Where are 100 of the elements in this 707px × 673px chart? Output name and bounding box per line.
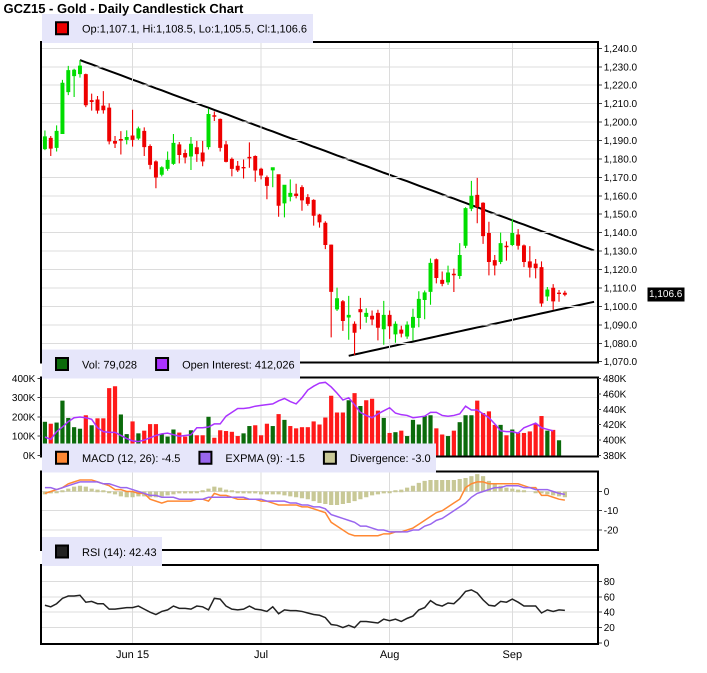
candlestick [469,180,474,212]
y-tick-label: 1,080.0 [604,338,638,350]
y-tick-label: 60 [604,592,616,604]
legend-label: Open Interest: 412,026 [182,359,295,372]
candlestick [410,308,415,341]
y2-tick-label: 460K [603,389,627,400]
candlestick [551,284,556,310]
line-series [78,59,596,252]
candlestick [54,124,59,152]
candlestick [218,118,222,152]
y-tick-label: 1,240.0 [604,44,638,55]
x-tick-label: Jul [254,648,268,661]
y-tick-label: 1,210.0 [604,99,638,110]
candlestick [522,244,526,268]
y2-tick-label: 440K [603,404,627,416]
x-tick-label: Aug [380,648,400,661]
y-tick-label: 1,230.0 [604,62,638,74]
y-tick-label: -10 [604,506,619,518]
candlestick [188,136,193,171]
candlestick [212,110,216,122]
bar [551,430,556,456]
candlestick [264,174,269,200]
candlestick [346,295,351,340]
candlestick [136,126,140,140]
y-tick-label: 1,130.0 [604,246,638,258]
bar [510,429,514,456]
candlestick [492,254,497,276]
y-tick-label: 20 [604,623,616,634]
candlestick [288,178,292,202]
candlestick [382,300,386,346]
candlestick [481,202,486,244]
y-tick-label: 300K [12,393,36,404]
candlestick [78,60,82,78]
candlestick [557,289,562,302]
candlestick [440,271,444,287]
candlestick [270,166,275,188]
bar [452,430,456,456]
y-tick-label: 1,200.0 [604,118,638,129]
candlestick [142,126,146,157]
y-tick-label: 1,070.0 [604,357,638,368]
legend-label: Op:1,107.1, Hi:1,108.5, Lo:1,105.5, Cl:1,106.6 [82,24,308,36]
candlestick [247,142,252,168]
chart-title: GCZ15 - Gold - Daily Candlestick Chart [4,1,244,16]
candlestick [475,177,480,224]
y-tick-label: 1,140.0 [604,228,638,240]
candlestick [452,268,456,293]
text: 1,106.6 [649,289,683,300]
candlestick [154,160,158,189]
candlestick [276,174,281,218]
candlestick [393,320,398,344]
bar [516,432,520,456]
candlestick [259,167,264,180]
bar [469,415,474,456]
candlestick [118,130,123,156]
candlestick [510,218,514,247]
y-tick-label: 1,170.0 [604,172,638,184]
y-tick-label: 0 [604,638,610,650]
candlestick [113,136,118,149]
candlestick [130,109,135,148]
y-tick-label: -20 [604,525,619,536]
candlestick [160,166,164,177]
y-tick-label: 1,120.0 [604,265,638,276]
candlestick [318,213,322,228]
candlestick [405,320,410,340]
candlestick [96,96,100,114]
y-tick-label: 1,110.0 [604,283,637,294]
candlestick [148,144,152,170]
candlestick [399,325,404,338]
line-series [44,589,566,628]
y-tick-label: 40 [604,608,616,619]
candlestick [171,133,176,166]
x-tick-label: Jun 15 [116,648,150,661]
line-series [348,300,596,357]
candlestick [42,130,47,151]
legend-label: EXPMA (9): -1.5 [225,453,305,466]
candlestick [545,286,550,302]
candlestick [282,184,286,218]
candlestick [224,140,228,163]
candlestick [48,136,53,157]
candlestick [340,299,345,332]
line-series [44,382,554,442]
candlestick [206,108,210,150]
y-tick-label: 400K [12,374,36,385]
y2-tick-label: 380K [603,450,627,462]
candlestick [364,308,368,324]
candlestick [352,320,357,356]
y-tick-label: 1,150.0 [604,210,638,221]
y-tick-label: 200K [12,412,36,424]
candlestick [464,206,468,249]
candlestick [388,310,392,340]
candlestick [294,183,298,199]
legend-label: RSI (14): 42.43 [82,546,157,559]
candlestick [166,151,170,172]
bar [545,430,550,456]
candlestick [516,228,520,250]
candlestick [358,297,362,330]
candlestick [434,258,438,284]
candlestick [458,242,462,280]
candlestick [253,154,258,182]
y-tick-label: 1,160.0 [604,191,638,202]
